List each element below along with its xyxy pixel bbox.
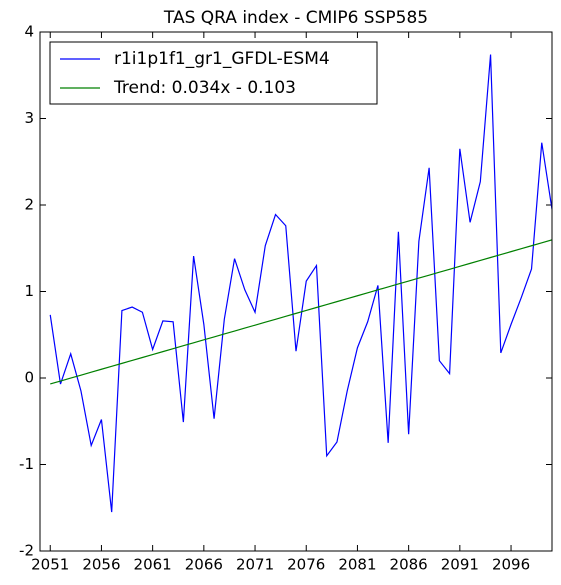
x-tick-label: 2051	[31, 556, 69, 574]
legend-label: r1i1p1f1_gr1_GFDL-ESM4	[114, 49, 330, 69]
x-tick-label: 2086	[390, 556, 428, 574]
y-tick-label: 4	[24, 23, 34, 41]
x-tick-label: 2081	[338, 556, 376, 574]
y-tick-label: -2	[19, 542, 34, 560]
x-tick-label: 2071	[236, 556, 274, 574]
line-series	[50, 239, 552, 385]
y-tick-label: 0	[24, 369, 34, 387]
x-tick-label: 2056	[82, 556, 120, 574]
x-tick-label: 2066	[185, 556, 223, 574]
y-tick-label: 2	[24, 196, 34, 214]
legend-label: Trend: 0.034x - 0.103	[113, 78, 296, 98]
y-tick-label: 3	[24, 109, 34, 127]
y-tick-label: 1	[24, 282, 34, 300]
x-tick-label: 2061	[134, 556, 172, 574]
x-tick-label: 2096	[492, 556, 530, 574]
y-tick-label: -1	[19, 455, 34, 473]
chart-title: TAS QRA index - CMIP6 SSP585	[163, 8, 428, 28]
x-tick-label: 2091	[441, 556, 479, 574]
x-tick-label: 2076	[287, 556, 325, 574]
legend-box	[49, 41, 378, 105]
line-series	[49, 54, 552, 513]
plot-frame	[39, 31, 553, 552]
